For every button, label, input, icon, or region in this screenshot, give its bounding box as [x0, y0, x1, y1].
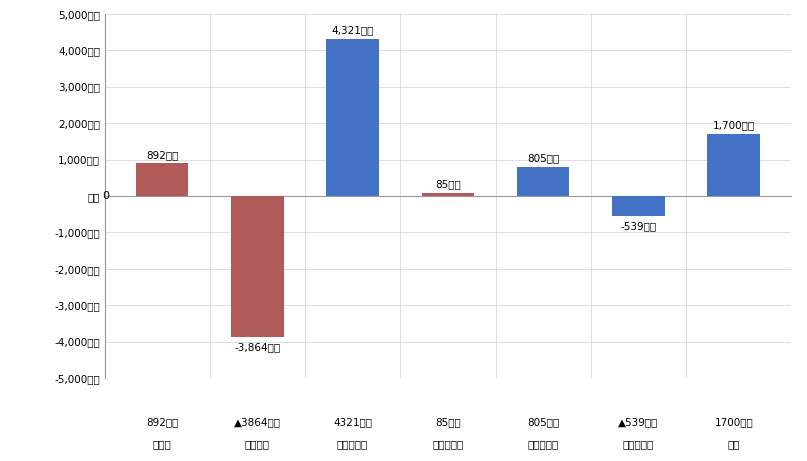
Text: 1,700万円: 1,700万円 — [713, 120, 755, 130]
Text: たばこ税: たばこ税 — [245, 439, 270, 449]
Text: 892万円: 892万円 — [146, 150, 178, 160]
Bar — [613, 196, 665, 216]
Bar — [708, 134, 760, 196]
Text: 入湯税: 入湯税 — [153, 439, 171, 449]
Text: -539万円: -539万円 — [621, 221, 656, 231]
Bar — [422, 193, 474, 196]
Text: ▲539万円: ▲539万円 — [618, 417, 659, 427]
Text: 4,321万円: 4,321万円 — [332, 25, 374, 35]
Text: 法人町民税: 法人町民税 — [528, 439, 558, 449]
Text: 0: 0 — [102, 191, 110, 201]
Text: 1700万円: 1700万円 — [714, 417, 753, 427]
Text: 892万円: 892万円 — [146, 417, 178, 427]
Text: 4321万円: 4321万円 — [333, 417, 372, 427]
Text: -3,864万円: -3,864万円 — [234, 342, 280, 352]
Text: 軽自動車税: 軽自動車税 — [337, 439, 368, 449]
Bar — [136, 164, 188, 196]
Text: 個人町民税: 個人町民税 — [623, 439, 654, 449]
Bar — [517, 166, 570, 196]
Text: 805万円: 805万円 — [527, 417, 559, 427]
Text: 85万円: 85万円 — [435, 417, 461, 427]
Bar — [326, 39, 378, 196]
Text: 805万円: 805万円 — [527, 153, 559, 163]
Text: 85万円: 85万円 — [435, 179, 461, 189]
Text: ▲3864万円: ▲3864万円 — [234, 417, 281, 427]
Text: 総額: 総額 — [727, 439, 740, 449]
Bar — [231, 196, 283, 337]
Text: 固定資産税: 固定資産税 — [433, 439, 463, 449]
